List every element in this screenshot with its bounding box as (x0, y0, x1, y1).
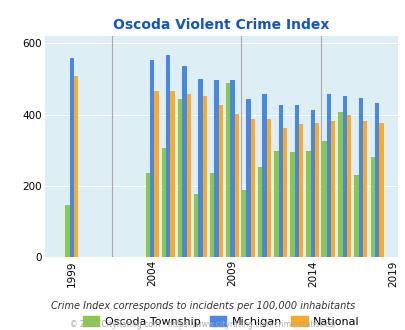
Bar (278, 105, 282, 257)
Bar (150, 60, 154, 257)
Bar (326, 94, 330, 257)
Bar (342, 96, 346, 257)
Bar (170, 90, 175, 257)
Title: Oscoda Violent Crime Index: Oscoda Violent Crime Index (113, 18, 328, 32)
Bar (166, 55, 170, 257)
Bar (194, 194, 198, 257)
Bar (70, 58, 74, 257)
Bar (374, 103, 378, 257)
Text: © 2025 CityRating.com - https://www.cityrating.com/crime-statistics/: © 2025 CityRating.com - https://www.city… (70, 320, 335, 329)
Bar (294, 105, 298, 257)
Bar (74, 76, 78, 257)
Bar (273, 151, 278, 257)
Bar (209, 173, 214, 257)
Bar (354, 175, 358, 257)
Bar (218, 105, 222, 257)
Bar (161, 148, 166, 257)
Bar (258, 167, 262, 257)
Bar (346, 115, 351, 257)
Bar (305, 151, 310, 257)
Bar (198, 79, 202, 257)
Legend: Oscoda Township, Michigan, National: Oscoda Township, Michigan, National (78, 312, 363, 330)
Bar (378, 123, 383, 257)
Bar (310, 110, 314, 257)
Bar (145, 173, 150, 257)
Bar (314, 123, 318, 257)
Bar (214, 80, 218, 257)
Bar (370, 157, 374, 257)
Bar (202, 96, 207, 257)
Bar (65, 205, 70, 257)
Bar (290, 152, 294, 257)
Bar (298, 124, 303, 257)
Bar (250, 119, 254, 257)
Bar (358, 98, 362, 257)
Bar (282, 128, 286, 257)
Bar (154, 90, 158, 257)
Bar (262, 94, 266, 257)
Bar (337, 112, 342, 257)
Bar (266, 119, 271, 257)
Bar (230, 80, 234, 257)
Bar (330, 121, 335, 257)
Bar (362, 121, 367, 257)
Bar (226, 82, 230, 257)
Bar (182, 66, 186, 257)
Bar (246, 99, 250, 257)
Bar (322, 141, 326, 257)
Bar (241, 190, 246, 257)
Bar (234, 114, 239, 257)
Bar (186, 94, 190, 257)
Text: Crime Index corresponds to incidents per 100,000 inhabitants: Crime Index corresponds to incidents per… (51, 301, 354, 311)
Bar (177, 99, 182, 257)
